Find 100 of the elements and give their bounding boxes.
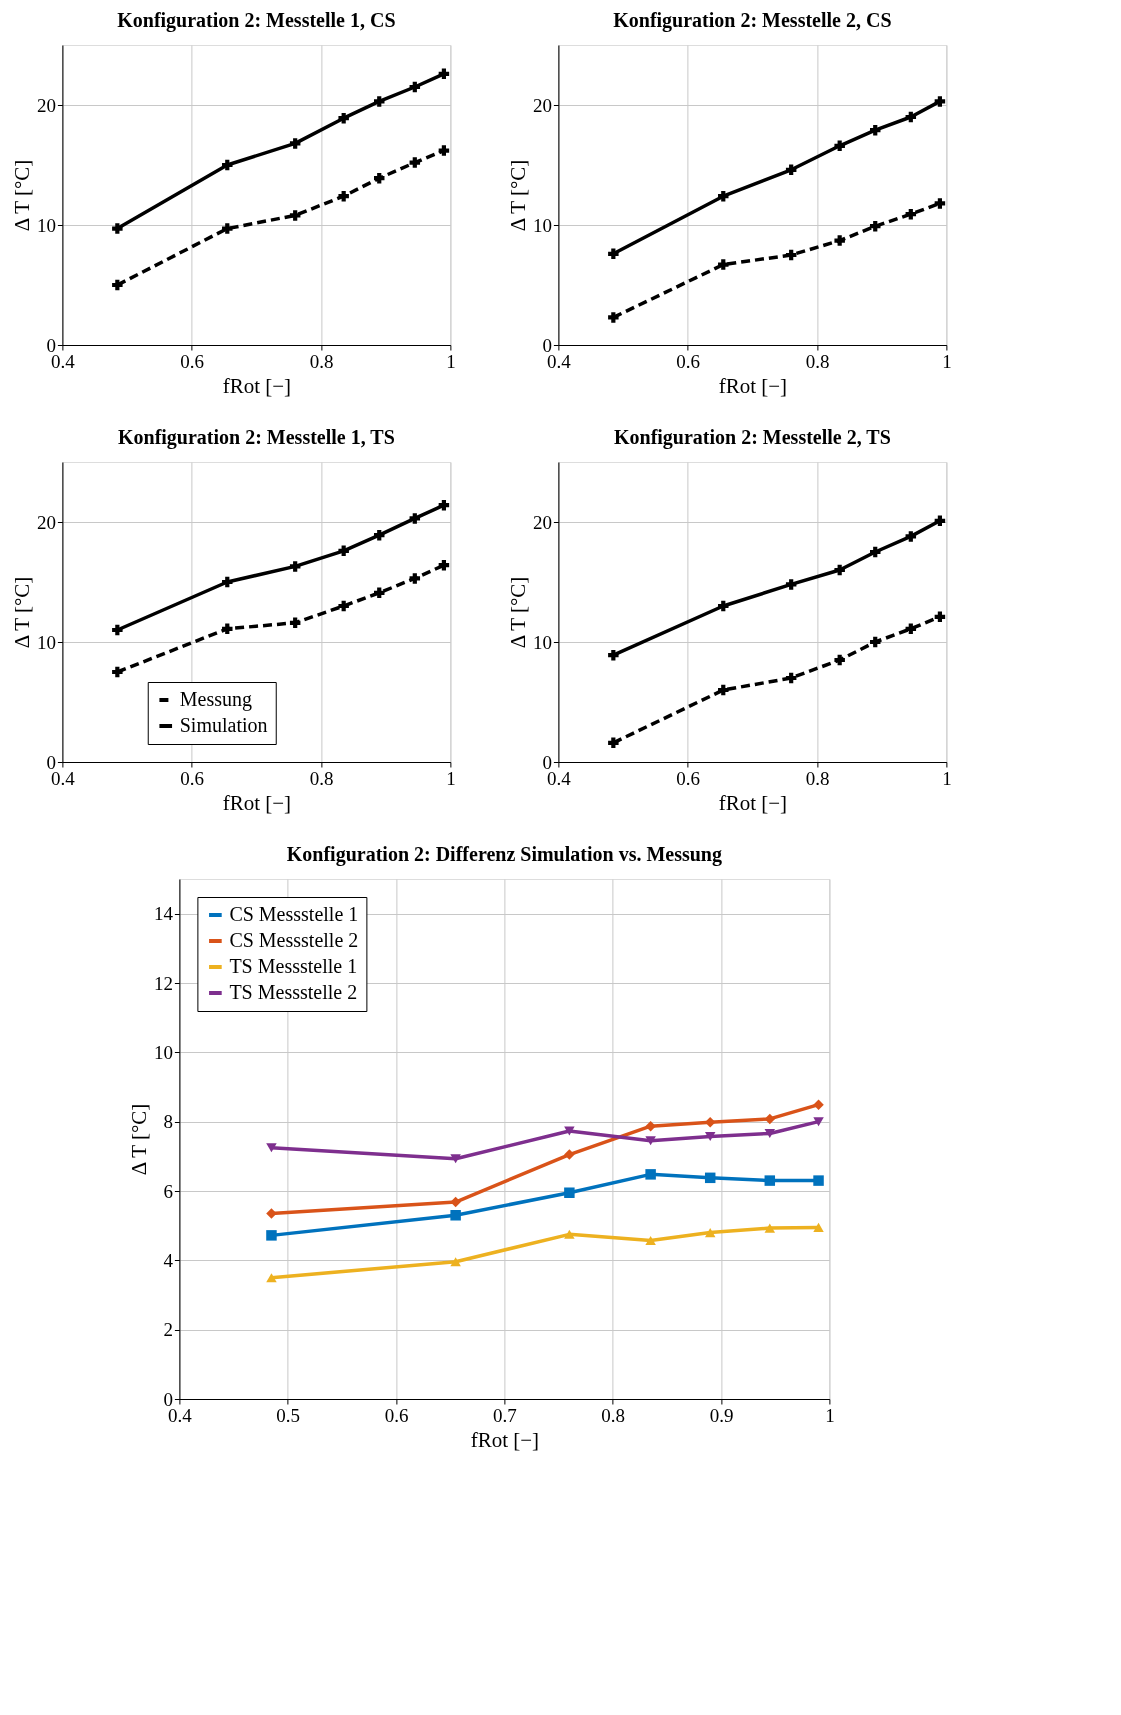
- x-tick-label: 1: [446, 350, 456, 372]
- point: [934, 96, 946, 107]
- point: [813, 1222, 824, 1232]
- point: [704, 1132, 716, 1142]
- point: [289, 210, 301, 221]
- point: [645, 1236, 656, 1246]
- point: [905, 111, 917, 123]
- point: [704, 1228, 716, 1238]
- x-axis-title: fRot [−]: [222, 373, 292, 398]
- point: [785, 164, 797, 176]
- point: [704, 1172, 716, 1184]
- point: [222, 623, 233, 635]
- point: [608, 248, 619, 260]
- legend-label: TS Messstelle 1: [229, 955, 358, 977]
- point: [813, 1117, 824, 1127]
- y-axis-title: Δ T [°C]: [505, 576, 530, 649]
- y-tick-label: 10: [36, 631, 56, 653]
- point: [934, 611, 946, 623]
- point: [266, 1143, 277, 1153]
- y-tick-label: 0: [46, 751, 56, 773]
- point: [645, 1120, 656, 1132]
- point: [338, 190, 349, 202]
- point: [266, 1230, 277, 1241]
- chart-title: Konfiguration 2: Differenz Simulation vs. Messung: [286, 843, 722, 866]
- point: [785, 249, 797, 261]
- point: [718, 600, 729, 612]
- point: [718, 259, 729, 270]
- point: [905, 531, 917, 542]
- y-tick-label: 20: [532, 511, 552, 533]
- x-tick-label: 0.6: [384, 1404, 409, 1426]
- legend-label: TS Messstelle 2: [229, 981, 358, 1003]
- point: [813, 1175, 824, 1186]
- x-tick-label: 0.8: [309, 767, 334, 789]
- legend-label: CS Messstelle 1: [229, 903, 359, 925]
- point: [409, 157, 421, 168]
- y-tick-label: 12: [153, 972, 173, 994]
- point: [645, 1136, 656, 1146]
- point: [870, 636, 881, 648]
- x-tick-label: 0.9: [709, 1404, 734, 1426]
- point: [834, 564, 845, 576]
- point: [905, 623, 917, 635]
- point: [438, 68, 450, 80]
- point: [289, 617, 301, 629]
- y-tick-label: 0: [542, 334, 552, 356]
- point: [266, 1273, 277, 1283]
- y-tick-label: 4: [163, 1249, 174, 1271]
- point: [450, 1196, 461, 1208]
- y-tick-label: 2: [163, 1319, 173, 1341]
- point: [289, 138, 301, 149]
- x-tick-label: 0.6: [180, 350, 205, 372]
- point: [608, 312, 619, 323]
- point: [934, 515, 946, 527]
- point: [438, 559, 450, 571]
- y-tick-label: 10: [532, 631, 552, 653]
- y-tick-label: 10: [36, 214, 56, 236]
- y-tick-label: 20: [36, 511, 56, 533]
- y-tick-label: 0: [542, 751, 552, 773]
- x-tick-label: 1: [825, 1404, 835, 1426]
- y-axis-title: Δ T [°C]: [126, 1103, 151, 1176]
- point: [764, 1113, 776, 1125]
- y-tick-label: 0: [163, 1388, 173, 1410]
- point: [450, 1210, 461, 1221]
- x-tick-label: 1: [446, 767, 456, 789]
- point: [645, 1169, 656, 1180]
- x-tick-label: 0.8: [309, 350, 334, 372]
- legend-label: Simulation: [179, 714, 268, 736]
- point: [718, 684, 729, 696]
- x-axis-title: fRot [−]: [718, 373, 788, 398]
- point: [374, 587, 385, 599]
- point: [870, 546, 881, 558]
- point: [374, 529, 385, 541]
- x-axis-title: fRot [−]: [222, 790, 292, 815]
- legend-label: CS Messstelle 2: [229, 929, 359, 951]
- y-tick-label: 20: [36, 94, 56, 116]
- point: [785, 672, 797, 684]
- point: [438, 499, 450, 511]
- y-tick-label: 20: [532, 94, 552, 116]
- point: [222, 576, 233, 588]
- point: [564, 1229, 575, 1239]
- point: [564, 1187, 575, 1198]
- chart-title: Konfiguration 2: Messtelle 1, TS: [117, 426, 395, 449]
- x-tick-label: 0.8: [805, 350, 830, 372]
- point: [608, 649, 619, 661]
- point: [112, 624, 123, 636]
- point: [905, 208, 917, 220]
- x-tick-label: 0.5: [276, 1404, 301, 1426]
- point: [222, 223, 233, 234]
- x-tick-label: 0.6: [180, 767, 205, 789]
- y-axis-title: Δ T [°C]: [9, 159, 34, 232]
- point: [374, 172, 385, 184]
- y-tick-label: 0: [46, 334, 56, 356]
- point: [608, 737, 619, 749]
- x-axis-title: fRot [−]: [470, 1427, 540, 1452]
- point: [338, 545, 349, 557]
- point: [222, 159, 233, 171]
- point: [564, 1126, 575, 1136]
- point: [785, 579, 797, 590]
- point: [764, 1223, 776, 1233]
- y-tick-label: 6: [163, 1180, 173, 1202]
- point: [870, 124, 881, 136]
